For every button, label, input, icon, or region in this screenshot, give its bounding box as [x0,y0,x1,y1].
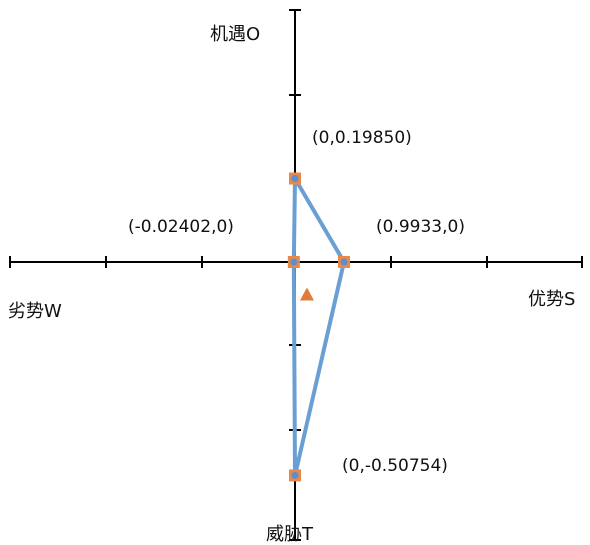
axis-label-bottom: 威胁T [266,524,314,545]
point-label: (0.9933,0) [376,217,465,237]
point-marker-dot [291,471,299,479]
point-marker-dot [340,258,348,266]
label-layer: (0,0.19850) (0.9933,0) (0,-0.50754) (-0.024… [128,128,465,476]
strategy-polygon [291,176,346,478]
axis-label-left: 劣势W [8,301,62,322]
point-label: (-0.02402,0) [128,217,234,237]
point-label: (0,-0.50754) [342,456,448,476]
centroid-marker [299,287,314,301]
axis-label-top: 机遇O [210,24,260,45]
point-marker-dot [291,175,299,183]
point-marker-dot [290,258,298,266]
marker-layer [287,172,350,482]
point-label: (0,0.19850) [312,128,412,148]
axis-label-right: 优势S [528,289,575,310]
polygon-layer [291,176,346,478]
